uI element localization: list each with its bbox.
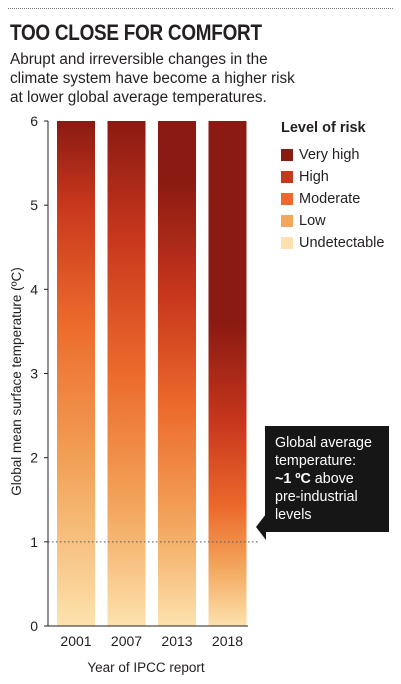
legend-swatch bbox=[281, 171, 293, 183]
chart-title: TOO CLOSE FOR COMFORT bbox=[10, 20, 262, 45]
temperature-callout: Global average temperature: ~1 ºC above … bbox=[265, 426, 389, 532]
callout-value-suffix: above bbox=[310, 471, 354, 487]
legend-item-moderate: Moderate bbox=[281, 188, 384, 210]
legend-label: High bbox=[299, 169, 329, 185]
x-tick-label: 2001 bbox=[60, 633, 91, 649]
y-tick-label: 5 bbox=[30, 197, 38, 213]
y-tick-label: 0 bbox=[30, 618, 38, 634]
axes-group: 2001 2007 2013 2018 0 1 2 3 4 5 6 Global mean surfa… bbox=[9, 113, 248, 675]
callout-pointer bbox=[256, 514, 266, 540]
legend-swatch bbox=[281, 193, 293, 205]
bar-2013 bbox=[158, 121, 196, 626]
y-axis-title: Global mean surface temperature (ºC) bbox=[9, 267, 24, 496]
y-tick-label: 2 bbox=[30, 450, 38, 466]
callout-line: pre-industrial bbox=[275, 489, 358, 505]
legend-item-low: Low bbox=[281, 210, 384, 232]
y-tick-label: 6 bbox=[30, 113, 38, 129]
callout-value: ~1 ºC bbox=[275, 471, 311, 487]
x-axis-title: Year of IPCC report bbox=[87, 660, 205, 675]
x-tick-label: 2018 bbox=[212, 633, 243, 649]
callout-line: Global average bbox=[275, 435, 372, 451]
legend-item-undetectable: Undetectable bbox=[281, 232, 384, 254]
legend-label: Low bbox=[299, 213, 326, 229]
legend-swatch bbox=[281, 149, 293, 161]
legend-item-high: High bbox=[281, 166, 384, 188]
subtitle-line: at lower global average temperatures. bbox=[10, 89, 267, 106]
bars-group bbox=[57, 121, 247, 626]
y-tick-label: 1 bbox=[30, 534, 38, 550]
chart-subtitle: Abrupt and irreversible changes in the c… bbox=[10, 50, 330, 107]
bar-2007 bbox=[107, 121, 146, 626]
legend-swatch bbox=[281, 237, 293, 249]
legend-label: Very high bbox=[299, 147, 360, 163]
subtitle-line: climate system have become a higher risk bbox=[10, 70, 295, 87]
legend: Level of risk Very high High Moderate Lo… bbox=[281, 120, 384, 254]
subtitle-line: Abrupt and irreversible changes in the bbox=[10, 51, 268, 68]
y-tick-label: 3 bbox=[30, 366, 38, 382]
legend-swatch bbox=[281, 215, 293, 227]
x-tick-label: 2013 bbox=[161, 633, 192, 649]
legend-title: Level of risk bbox=[281, 120, 366, 136]
legend-item-very-high: Very high bbox=[281, 144, 384, 166]
top-rule bbox=[8, 8, 393, 9]
callout-line: levels bbox=[275, 507, 312, 523]
bar-2018 bbox=[208, 121, 247, 626]
legend-label: Moderate bbox=[299, 191, 361, 207]
callout-line: ~1 ºC above bbox=[275, 470, 379, 488]
bar-2001 bbox=[57, 121, 95, 626]
callout-line: temperature: bbox=[275, 453, 357, 469]
x-tick-label: 2007 bbox=[111, 633, 142, 649]
legend-label: Undetectable bbox=[299, 235, 385, 251]
y-tick-label: 4 bbox=[30, 281, 38, 297]
